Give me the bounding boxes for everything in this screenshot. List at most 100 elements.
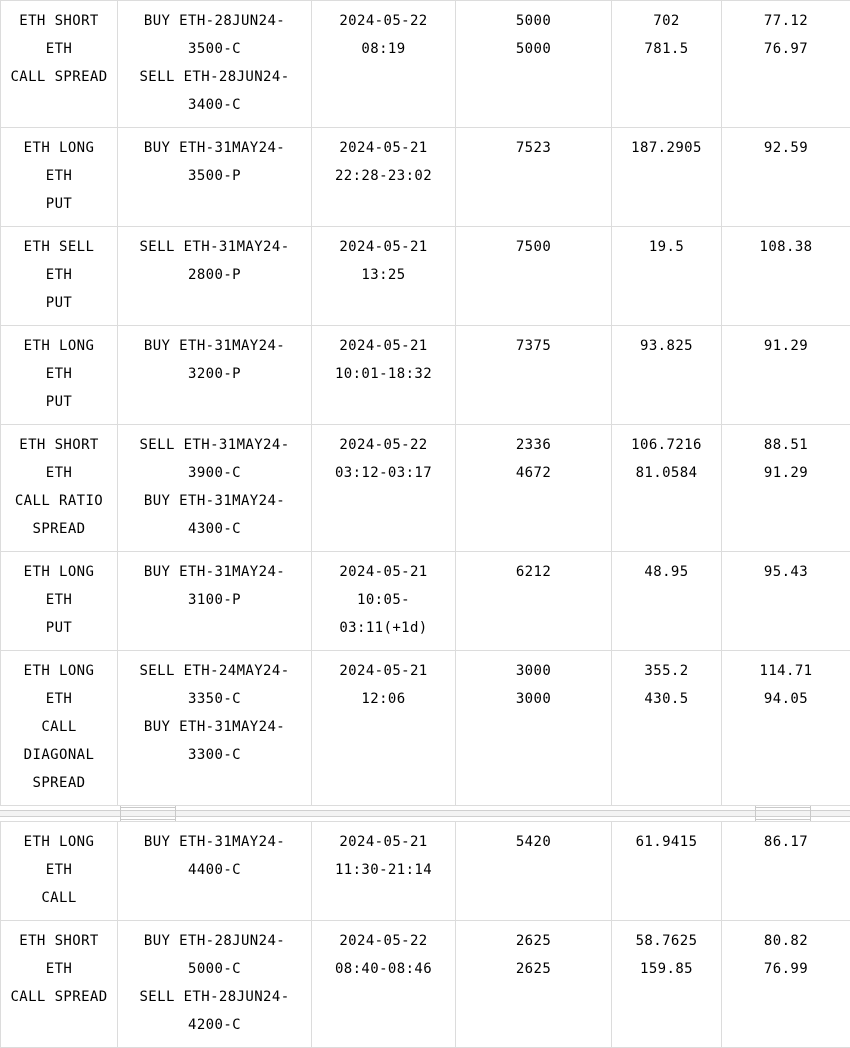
cell-iv: 91.29	[722, 326, 850, 425]
legs-text: BUY ETH-31MAY24-3500-P	[118, 128, 311, 198]
price-text: 58.7625 159.85	[612, 921, 721, 991]
iv-text: 80.82 76.99	[722, 921, 850, 991]
legs-text: SELL ETH-31MAY24-2800-P	[118, 227, 311, 297]
cell-legs: BUY ETH-31MAY24-3500-P	[118, 128, 312, 227]
time-text: 2024-05-21 11:30-21:14	[312, 822, 455, 892]
legs-text: SELL ETH-24MAY24-3350-C BUY ETH-31MAY24-…	[118, 651, 311, 777]
cell-size: 2625 2625	[456, 921, 612, 1048]
cell-legs: BUY ETH-31MAY24-4400-C	[118, 822, 312, 921]
cell-price: 702 781.5	[612, 1, 722, 128]
cell-legs: BUY ETH-28JUN24-3500-C SELL ETH-28JUN24-…	[118, 1, 312, 128]
cell-legs: SELL ETH-31MAY24-2800-P	[118, 227, 312, 326]
time-text: 2024-05-22 08:19	[312, 1, 455, 71]
size-text: 3000 3000	[456, 651, 611, 721]
cell-time: 2024-05-21 10:05-03:11(+1d)	[312, 552, 456, 651]
size-text: 5000 5000	[456, 1, 611, 71]
time-text: 2024-05-21 10:01-18:32	[312, 326, 455, 396]
trades-table-bottom-pane[interactable]: ETH LONG ETH CALL BUY ETH-31MAY24-4400-C…	[0, 821, 850, 1048]
price-text: 48.95	[612, 552, 721, 594]
cell-price: 48.95	[612, 552, 722, 651]
cell-iv: 88.51 91.29	[722, 425, 850, 552]
table-row[interactable]: ETH SHORT ETH CALL SPREAD BUY ETH-28JUN2…	[1, 921, 850, 1048]
strategy-text: ETH SHORT ETH CALL SPREAD	[1, 921, 117, 1019]
strategy-text: ETH LONG ETH PUT	[1, 128, 117, 226]
cell-time: 2024-05-21 22:28-23:02	[312, 128, 456, 227]
strategy-text: ETH SELL ETH PUT	[1, 227, 117, 325]
iv-text: 114.71 94.05	[722, 651, 850, 721]
time-text: 2024-05-21 22:28-23:02	[312, 128, 455, 198]
trades-table-top: ETH SHORT ETH CALL SPREAD BUY ETH-28JUN2…	[0, 0, 850, 806]
cell-size: 5000 5000	[456, 1, 612, 128]
cell-size: 2336 4672	[456, 425, 612, 552]
iv-text: 91.29	[722, 326, 850, 368]
table-row[interactable]: ETH LONG ETH CALL BUY ETH-31MAY24-4400-C…	[1, 822, 850, 921]
legs-text: BUY ETH-31MAY24-3200-P	[118, 326, 311, 396]
legs-text: BUY ETH-28JUN24-5000-C SELL ETH-28JUN24-…	[118, 921, 311, 1047]
cell-time: 2024-05-21 11:30-21:14	[312, 822, 456, 921]
strategy-text: ETH LONG ETH CALL DIAGONAL SPREAD	[1, 651, 117, 805]
legs-text: BUY ETH-28JUN24-3500-C SELL ETH-28JUN24-…	[118, 1, 311, 127]
cell-legs: BUY ETH-31MAY24-3200-P	[118, 326, 312, 425]
cell-strategy: ETH LONG ETH PUT	[1, 552, 118, 651]
legs-text: SELL ETH-31MAY24-3900-C BUY ETH-31MAY24-…	[118, 425, 311, 551]
cell-iv: 95.43	[722, 552, 850, 651]
table-row[interactable]: ETH SELL ETH PUT SELL ETH-31MAY24-2800-P…	[1, 227, 850, 326]
time-text: 2024-05-21 13:25	[312, 227, 455, 297]
scrollbar-thumb-right[interactable]	[755, 806, 811, 821]
iv-text: 108.38	[722, 227, 850, 269]
table-row[interactable]: ETH SHORT ETH CALL SPREAD BUY ETH-28JUN2…	[1, 1, 850, 128]
price-text: 355.2 430.5	[612, 651, 721, 721]
trades-table-bottom-body: ETH LONG ETH CALL BUY ETH-31MAY24-4400-C…	[1, 822, 850, 1048]
time-text: 2024-05-21 12:06	[312, 651, 455, 721]
cell-size: 5420	[456, 822, 612, 921]
table-row[interactable]: ETH SHORT ETH CALL RATIO SPREAD SELL ETH…	[1, 425, 850, 552]
cell-iv: 108.38	[722, 227, 850, 326]
cell-iv: 77.12 76.97	[722, 1, 850, 128]
trades-screen: ETH SHORT ETH CALL SPREAD BUY ETH-28JUN2…	[0, 0, 850, 664]
horizontal-scrollbar[interactable]	[0, 806, 850, 821]
scrollbar-thumb-left[interactable]	[120, 806, 176, 821]
table-row[interactable]: ETH LONG ETH PUT BUY ETH-31MAY24-3100-P …	[1, 552, 850, 651]
cell-legs: SELL ETH-24MAY24-3350-C BUY ETH-31MAY24-…	[118, 651, 312, 806]
table-row[interactable]: ETH LONG ETH PUT BUY ETH-31MAY24-3200-P …	[1, 326, 850, 425]
cell-legs: SELL ETH-31MAY24-3900-C BUY ETH-31MAY24-…	[118, 425, 312, 552]
cell-price: 355.2 430.5	[612, 651, 722, 806]
size-text: 5420	[456, 822, 611, 864]
strategy-text: ETH SHORT ETH CALL SPREAD	[1, 1, 117, 99]
time-text: 2024-05-22 08:40-08:46	[312, 921, 455, 991]
trades-table-bottom: ETH LONG ETH CALL BUY ETH-31MAY24-4400-C…	[0, 821, 850, 1048]
strategy-text: ETH LONG ETH CALL	[1, 822, 117, 920]
iv-text: 86.17	[722, 822, 850, 864]
price-text: 187.2905	[612, 128, 721, 170]
cell-iv: 80.82 76.99	[722, 921, 850, 1048]
iv-text: 92.59	[722, 128, 850, 170]
cell-strategy: ETH LONG ETH PUT	[1, 128, 118, 227]
time-text: 2024-05-22 03:12-03:17	[312, 425, 455, 495]
cell-time: 2024-05-21 13:25	[312, 227, 456, 326]
table-row[interactable]: ETH LONG ETH PUT BUY ETH-31MAY24-3500-P …	[1, 128, 850, 227]
cell-strategy: ETH LONG ETH CALL DIAGONAL SPREAD	[1, 651, 118, 806]
iv-text: 77.12 76.97	[722, 1, 850, 71]
cell-price: 187.2905	[612, 128, 722, 227]
price-text: 106.7216 81.0584	[612, 425, 721, 495]
price-text: 19.5	[612, 227, 721, 269]
cell-strategy: ETH SHORT ETH CALL RATIO SPREAD	[1, 425, 118, 552]
cell-price: 61.9415	[612, 822, 722, 921]
cell-strategy: ETH SHORT ETH CALL SPREAD	[1, 921, 118, 1048]
cell-time: 2024-05-22 08:40-08:46	[312, 921, 456, 1048]
table-row[interactable]: ETH LONG ETH CALL DIAGONAL SPREAD SELL E…	[1, 651, 850, 806]
cell-time: 2024-05-21 10:01-18:32	[312, 326, 456, 425]
cell-iv: 114.71 94.05	[722, 651, 850, 806]
strategy-text: ETH LONG ETH PUT	[1, 326, 117, 424]
trades-table-top-pane[interactable]: ETH SHORT ETH CALL SPREAD BUY ETH-28JUN2…	[0, 0, 850, 806]
cell-size: 7375	[456, 326, 612, 425]
cell-price: 19.5	[612, 227, 722, 326]
size-text: 7523	[456, 128, 611, 170]
price-text: 93.825	[612, 326, 721, 368]
cell-legs: BUY ETH-28JUN24-5000-C SELL ETH-28JUN24-…	[118, 921, 312, 1048]
size-text: 7375	[456, 326, 611, 368]
cell-price: 58.7625 159.85	[612, 921, 722, 1048]
cell-time: 2024-05-21 12:06	[312, 651, 456, 806]
cell-strategy: ETH LONG ETH PUT	[1, 326, 118, 425]
cell-size: 6212	[456, 552, 612, 651]
